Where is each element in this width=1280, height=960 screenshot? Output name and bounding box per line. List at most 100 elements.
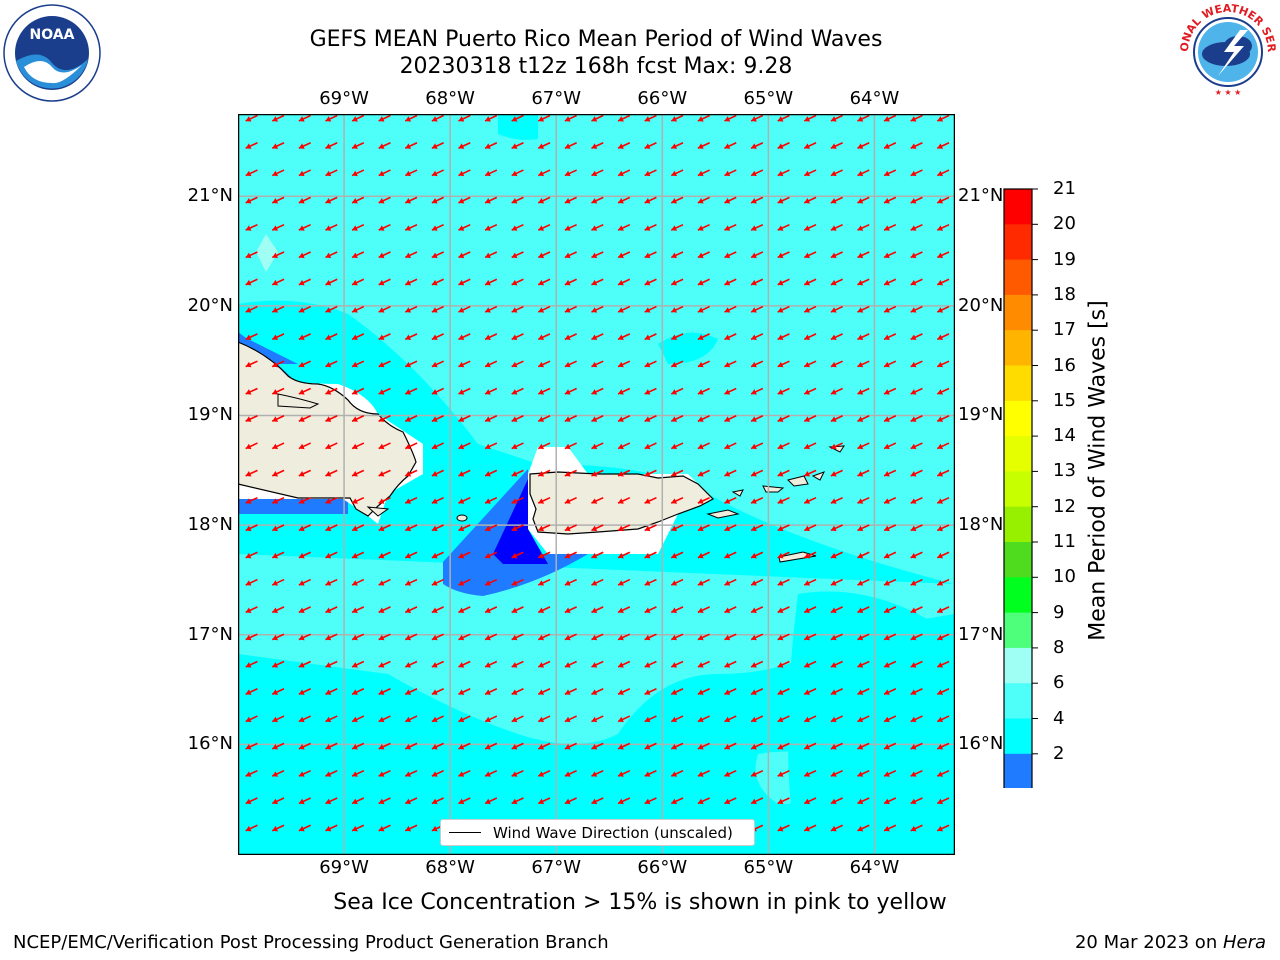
wind-wave-arrows bbox=[245, 114, 950, 832]
wind-wave-arrow bbox=[670, 442, 684, 450]
wind-wave-arrow bbox=[697, 169, 710, 177]
wind-wave-arrow bbox=[883, 442, 897, 450]
wind-wave-arrow bbox=[351, 387, 365, 395]
wind-wave-arrow bbox=[537, 715, 551, 723]
wind-wave-arrow bbox=[750, 633, 764, 641]
wind-wave-arrow bbox=[404, 688, 418, 695]
wind-wave-arrow bbox=[404, 769, 418, 777]
wind-wave-arrow bbox=[325, 578, 338, 586]
wind-wave-arrow bbox=[803, 551, 817, 559]
wind-wave-arrow bbox=[537, 223, 551, 231]
wind-wave-arrow bbox=[803, 496, 817, 504]
wind-wave-arrow bbox=[777, 278, 790, 286]
lat-label-left: 17°N bbox=[187, 623, 233, 645]
wind-wave-arrow bbox=[271, 524, 285, 532]
wind-wave-arrow bbox=[511, 114, 524, 122]
wind-wave-arrow bbox=[830, 797, 843, 805]
wind-wave-arrow bbox=[271, 660, 285, 668]
wind-wave-arrow bbox=[245, 769, 258, 777]
wind-wave-arrow bbox=[271, 251, 285, 259]
wind-wave-arrow bbox=[245, 742, 258, 750]
wind-wave-arrow bbox=[830, 633, 843, 641]
wind-wave-arrow bbox=[511, 469, 524, 477]
wind-wave-arrow bbox=[298, 251, 311, 259]
wind-wave-arrow bbox=[617, 633, 631, 641]
wind-wave-arrow bbox=[777, 469, 790, 477]
wind-wave-arrow bbox=[910, 442, 923, 450]
wind-wave-arrow bbox=[325, 606, 338, 614]
wind-wave-arrow bbox=[591, 142, 604, 149]
wind-wave-arrow bbox=[936, 223, 950, 231]
wind-wave-arrow bbox=[537, 496, 551, 504]
wind-wave-arrow bbox=[431, 660, 444, 668]
wind-wave-arrow bbox=[591, 333, 604, 341]
wind-wave-arrow bbox=[298, 824, 311, 832]
wind-wave-arrow bbox=[724, 360, 737, 368]
lon-label-top: 64°W bbox=[849, 88, 900, 109]
wind-wave-arrow bbox=[298, 606, 311, 614]
lat-label-left: 19°N bbox=[187, 404, 233, 426]
wind-wave-arrow bbox=[936, 660, 950, 668]
wind-wave-arrow bbox=[271, 715, 285, 723]
wind-wave-arrow bbox=[245, 360, 258, 368]
wind-wave-arrow bbox=[883, 469, 897, 477]
wind-wave-arrow bbox=[830, 169, 843, 177]
wind-wave-arrow bbox=[351, 688, 365, 695]
wind-wave-arrow bbox=[591, 578, 604, 586]
wind-wave-arrow bbox=[750, 169, 764, 177]
wind-wave-arrow bbox=[857, 169, 870, 177]
wind-wave-arrow bbox=[271, 769, 285, 777]
wind-wave-arrow bbox=[271, 196, 285, 204]
wind-wave-arrow bbox=[670, 524, 684, 532]
wind-wave-arrow bbox=[750, 715, 764, 723]
wind-wave-arrow bbox=[378, 742, 391, 750]
wind-wave-arrow bbox=[883, 415, 897, 422]
wind-wave-arrow bbox=[857, 769, 870, 777]
wind-wave-arrow bbox=[458, 769, 471, 777]
wind-wave-arrow bbox=[404, 333, 418, 341]
wind-wave-arrow bbox=[670, 387, 684, 395]
wind-wave-arrow bbox=[750, 305, 764, 313]
wind-wave-arrow bbox=[484, 496, 498, 504]
wind-wave-arrow bbox=[617, 196, 631, 204]
wind-wave-arrow bbox=[724, 660, 737, 668]
wind-wave-arrow bbox=[404, 824, 418, 832]
wind-wave-arrow bbox=[697, 415, 710, 422]
wind-wave-arrow bbox=[617, 578, 631, 586]
wind-wave-arrow bbox=[883, 524, 897, 532]
wind-wave-arrow bbox=[750, 606, 764, 614]
wind-wave-arrow bbox=[271, 360, 285, 368]
wind-wave-arrow bbox=[325, 333, 338, 341]
legend-line-icon bbox=[449, 832, 481, 833]
map-panel bbox=[238, 114, 955, 855]
wind-wave-arrow bbox=[697, 688, 710, 695]
wind-wave-arrow bbox=[245, 278, 258, 286]
wind-wave-arrow bbox=[351, 251, 365, 259]
wind-wave-arrow bbox=[936, 278, 950, 286]
wind-wave-arrow bbox=[404, 578, 418, 586]
colorbar-tick-label: 12 bbox=[1053, 495, 1076, 517]
wind-wave-arrow bbox=[431, 415, 444, 422]
lat-label-right: 20°N bbox=[958, 294, 1004, 316]
colorbar-tick-label: 21 bbox=[1053, 178, 1076, 199]
wind-wave-arrow bbox=[883, 196, 897, 204]
wind-wave-arrow bbox=[857, 415, 870, 422]
wind-wave-arrow bbox=[511, 769, 524, 777]
wind-wave-arrow bbox=[830, 278, 843, 286]
wind-wave-arrow bbox=[458, 251, 471, 259]
wind-wave-arrow bbox=[431, 169, 444, 177]
wind-wave-arrow bbox=[298, 578, 311, 586]
wind-wave-arrow bbox=[697, 251, 710, 259]
wind-wave-arrow bbox=[591, 223, 604, 231]
lon-label-bottom: 65°W bbox=[743, 857, 794, 878]
wind-wave-arrow bbox=[404, 278, 418, 286]
wind-wave-arrow bbox=[750, 442, 764, 450]
wind-wave-arrow bbox=[537, 578, 551, 586]
wind-wave-arrow bbox=[910, 223, 923, 231]
wind-wave-arrow bbox=[670, 114, 684, 122]
wind-wave-arrow bbox=[803, 196, 817, 204]
wind-wave-arrow bbox=[910, 360, 923, 368]
wind-wave-arrow bbox=[245, 442, 258, 450]
colorbar-tick-label: 2 bbox=[1053, 742, 1065, 764]
wind-wave-arrow bbox=[617, 142, 631, 149]
